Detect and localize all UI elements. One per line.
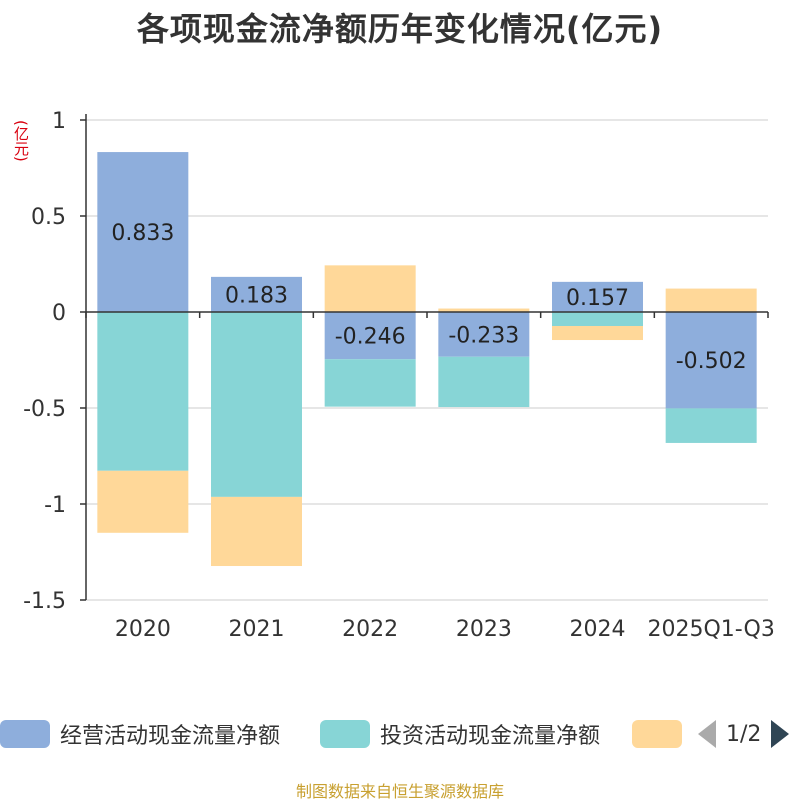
bar-segment-2021-s2 — [211, 496, 302, 567]
legend-label-investing: 投资活动现金流量净额 — [380, 724, 601, 749]
bar-chart: 1 0.5 0 -0.5 -1 -1.5 2020 2021 2022 2023 2024 2025Q… — [23, 109, 775, 642]
bar-segment-2020-s1 — [97, 312, 189, 471]
bar-segment-2020-s0 — [97, 152, 189, 312]
y-tick-label: -1 — [44, 493, 66, 518]
legend-swatch-financing — [632, 720, 682, 748]
legend-item-investing[interactable]: 投资活动现金流量净额 — [320, 712, 600, 756]
bar-segment-2025Q1-Q3-s1 — [665, 408, 757, 443]
bar-segment-2020-s2 — [97, 470, 189, 533]
legend-swatch-investing — [320, 720, 370, 748]
data-label-2024: 0.157 — [566, 286, 629, 311]
legend-swatch-operating — [0, 720, 50, 748]
bar-segment-2024-s2 — [552, 326, 643, 341]
y-tick-label: 1 — [52, 109, 66, 134]
legend-pager: 1/2 — [698, 712, 790, 756]
y-tick-label: -1.5 — [23, 589, 66, 614]
legend-item-financing[interactable] — [632, 712, 692, 756]
y-tick-label: 0 — [52, 301, 66, 326]
bar-segment-2024-s1 — [552, 312, 643, 327]
legend-label-operating: 经营活动现金流量净额 — [60, 724, 281, 749]
bar-segment-2024-s0 — [552, 281, 643, 312]
y-tick-label: -0.5 — [23, 397, 66, 422]
bar-segment-2021-s0 — [211, 276, 302, 312]
bar-segment-2023-s0 — [438, 312, 530, 357]
x-tick-label-2021: 2021 — [229, 617, 285, 642]
y-axis-unit: (亿元) — [12, 120, 30, 162]
legend: 经营活动现金流量净额 投资活动现金流量净额 1/2 — [0, 712, 800, 756]
x-tick-label-2022: 2022 — [342, 617, 398, 642]
bar-segment-2025Q1-Q3-s0 — [665, 312, 757, 409]
triangle-right-icon[interactable] — [771, 720, 790, 748]
data-label-2025Q1-Q3: -0.502 — [676, 349, 747, 374]
data-label-2021: 0.183 — [225, 283, 288, 308]
bar-segment-2023-s1 — [438, 356, 530, 408]
legend-page-indicator: 1/2 — [726, 721, 762, 747]
x-tick-label-2024: 2024 — [570, 617, 626, 642]
x-tick-label-2023: 2023 — [456, 617, 512, 642]
y-tick-label: 0.5 — [31, 205, 66, 230]
bar-segment-2022-s1 — [324, 359, 416, 407]
bar-segment-2021-s1 — [211, 312, 302, 497]
data-label-2023: -0.233 — [448, 323, 519, 348]
data-label-2020: 0.833 — [111, 221, 174, 246]
x-tick-label-2025Q1-Q3: 2025Q1-Q3 — [647, 617, 774, 642]
bar-segment-2023-s2 — [438, 308, 530, 312]
data-label-2022: -0.246 — [335, 325, 406, 350]
data-source-note: 制图数据来自恒生聚源数据库 — [295, 782, 504, 801]
x-tick-label-2020: 2020 — [115, 617, 171, 642]
triangle-left-icon[interactable] — [698, 720, 716, 748]
bar-segment-2025Q1-Q3-s2 — [665, 288, 757, 312]
legend-item-operating[interactable]: 经营活动现金流量净额 — [0, 712, 280, 756]
bar-segment-2022-s2 — [324, 265, 416, 312]
chart-title: 各项现金流净额历年变化情况(亿元) — [136, 10, 664, 48]
bar-segment-2022-s0 — [324, 312, 416, 360]
